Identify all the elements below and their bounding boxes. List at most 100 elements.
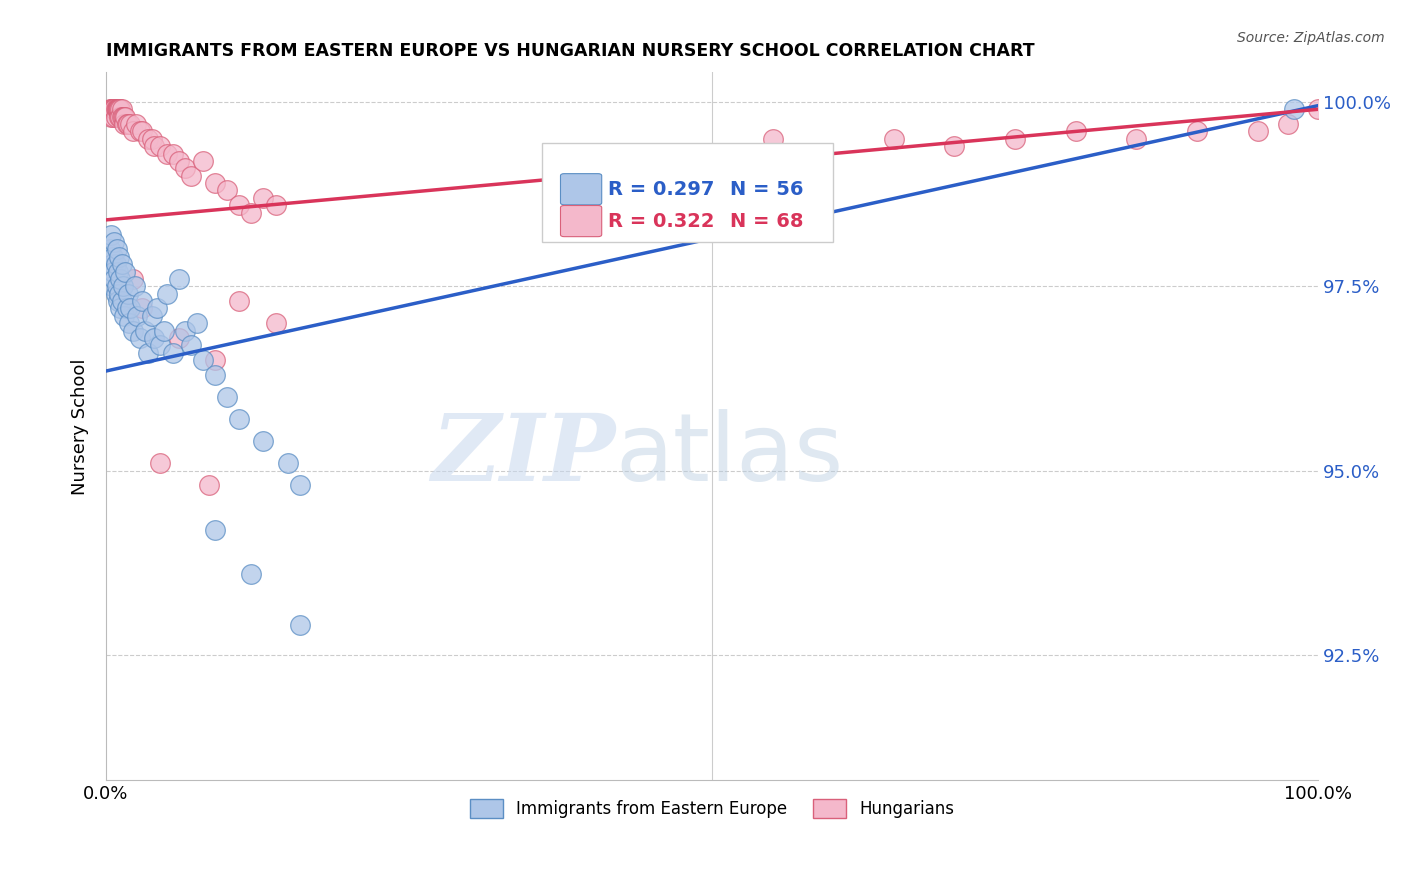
Point [111, 103, 134, 117]
Point [101, 103, 124, 117]
Point [100, 227, 122, 242]
Point [155, 146, 177, 161]
Point [167, 153, 190, 168]
Point [173, 161, 195, 176]
Point [108, 103, 131, 117]
Text: N = 56: N = 56 [730, 179, 804, 199]
Point [217, 390, 239, 404]
Point [105, 103, 128, 117]
Point [1282, 103, 1305, 117]
Point [762, 132, 785, 146]
Text: IMMIGRANTS FROM EASTERN EUROPE VS HUNGARIAN NURSERY SCHOOL CORRELATION CHART: IMMIGRANTS FROM EASTERN EUROPE VS HUNGAR… [105, 42, 1035, 60]
Point [107, 103, 129, 117]
Point [943, 139, 966, 153]
Point [100, 103, 122, 117]
Point [103, 235, 125, 249]
Point [288, 618, 311, 632]
Point [155, 286, 177, 301]
Point [131, 301, 153, 316]
Point [104, 286, 127, 301]
Point [101, 257, 124, 271]
Point [108, 103, 131, 117]
Point [112, 110, 135, 124]
Point [167, 331, 190, 345]
Point [110, 272, 132, 286]
Point [264, 198, 287, 212]
Point [111, 110, 134, 124]
Point [107, 103, 129, 117]
Point [252, 434, 274, 449]
Point [107, 103, 129, 117]
Point [143, 139, 166, 153]
Point [108, 250, 131, 264]
Point [180, 169, 202, 183]
Point [228, 412, 250, 426]
Point [105, 279, 128, 293]
Point [264, 316, 287, 330]
Point [114, 264, 136, 278]
Point [101, 279, 124, 293]
Point [128, 124, 150, 138]
Point [121, 272, 143, 286]
Text: N = 68: N = 68 [730, 211, 804, 230]
Point [240, 566, 263, 581]
Point [204, 523, 226, 537]
Point [1185, 124, 1208, 138]
Point [191, 353, 214, 368]
Point [138, 132, 160, 146]
FancyBboxPatch shape [561, 205, 602, 236]
Point [111, 279, 134, 293]
Point [117, 117, 139, 131]
Point [252, 191, 274, 205]
Text: R = 0.322: R = 0.322 [607, 211, 714, 230]
Point [117, 286, 139, 301]
Point [204, 176, 226, 190]
Point [883, 132, 905, 146]
Point [104, 103, 127, 117]
Point [115, 301, 138, 316]
Point [110, 110, 132, 124]
Point [1308, 103, 1330, 117]
Point [107, 293, 129, 308]
Text: ZIP: ZIP [430, 409, 614, 500]
Point [1246, 124, 1268, 138]
Point [138, 345, 160, 359]
Point [1277, 117, 1299, 131]
Point [128, 331, 150, 345]
Point [228, 293, 250, 308]
Point [240, 205, 263, 219]
FancyBboxPatch shape [561, 174, 602, 205]
FancyBboxPatch shape [543, 144, 834, 243]
Point [105, 243, 128, 257]
Point [198, 478, 221, 492]
Point [204, 368, 226, 382]
Point [98, 243, 121, 257]
Point [127, 309, 149, 323]
Point [114, 110, 136, 124]
Text: R = 0.297: R = 0.297 [607, 179, 714, 199]
Point [120, 117, 142, 131]
Point [112, 117, 135, 131]
Point [112, 309, 135, 323]
Point [121, 324, 143, 338]
Point [162, 345, 184, 359]
Point [143, 331, 166, 345]
Point [288, 478, 311, 492]
Point [100, 110, 122, 124]
Point [134, 324, 156, 338]
Point [149, 338, 172, 352]
Point [228, 198, 250, 212]
Point [153, 324, 176, 338]
Point [118, 316, 141, 330]
Point [108, 286, 131, 301]
Point [124, 279, 146, 293]
Point [167, 272, 190, 286]
Point [111, 110, 134, 124]
Point [101, 103, 124, 117]
Point [111, 257, 134, 271]
Point [1004, 132, 1026, 146]
Point [131, 124, 153, 138]
Point [125, 117, 148, 131]
Point [162, 146, 184, 161]
Point [103, 103, 125, 117]
